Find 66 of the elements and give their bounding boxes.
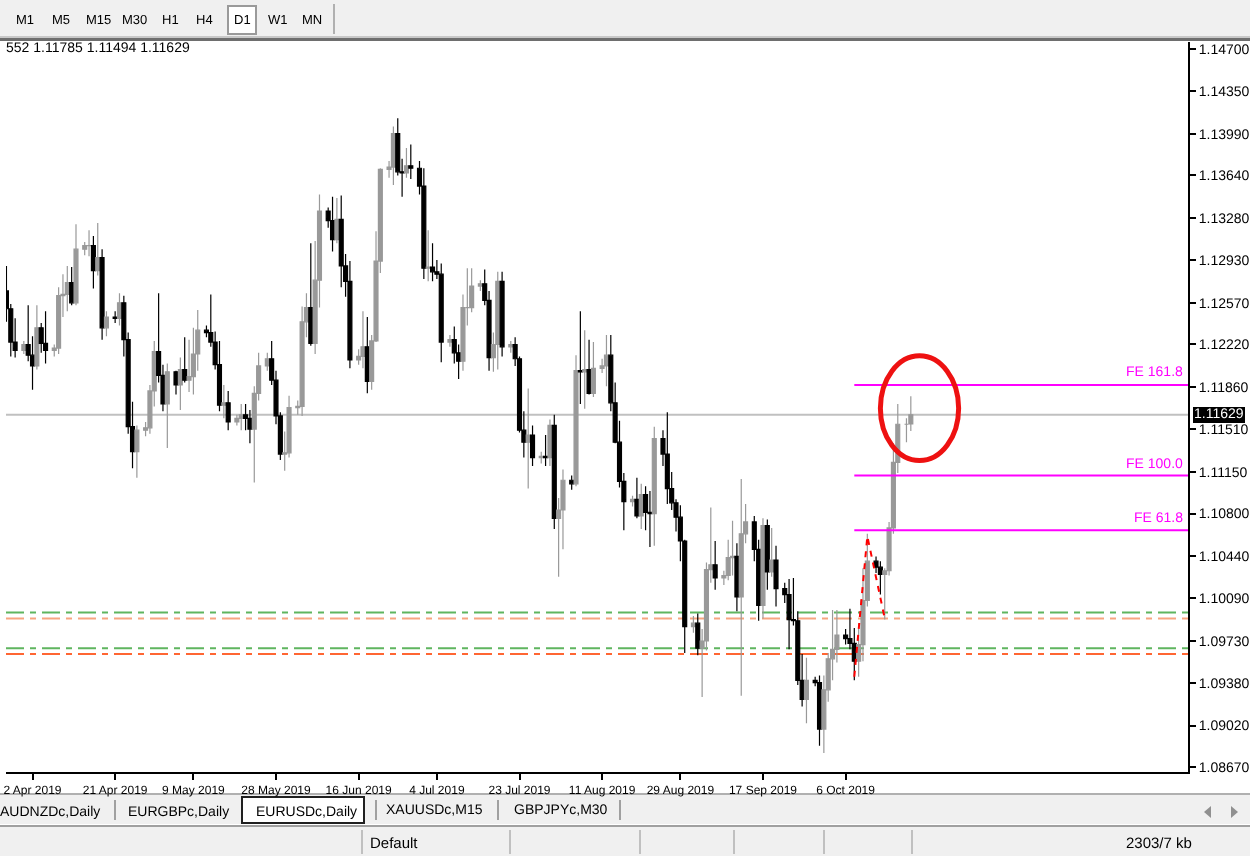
candlestick	[329, 196, 336, 253]
candlestick	[225, 390, 231, 431]
candlestick	[95, 222, 101, 276]
candlestick	[529, 424, 536, 467]
candlestick	[43, 310, 49, 365]
candlestick	[690, 615, 696, 634]
candlestick	[173, 370, 179, 396]
candlestick	[695, 613, 701, 656]
candlestick	[112, 310, 118, 324]
candlestick	[308, 242, 314, 347]
candlestick	[334, 197, 340, 244]
candlestick	[734, 542, 740, 612]
candlestick	[543, 434, 549, 467]
candlestick	[403, 147, 409, 179]
candlestick	[499, 271, 505, 357]
candlestick	[347, 260, 353, 369]
candlestick	[408, 143, 414, 180]
candlestick	[86, 229, 92, 257]
candlestick	[738, 478, 744, 697]
candlestick	[764, 518, 770, 591]
candlestick	[103, 310, 109, 337]
candlestick	[573, 354, 579, 487]
candlestick	[647, 490, 653, 548]
candlestick	[99, 248, 105, 341]
candlestick	[247, 409, 253, 444]
candlestick	[760, 517, 766, 619]
candlestick	[221, 384, 227, 419]
candlestick	[634, 477, 640, 519]
candlestick	[447, 334, 453, 348]
candlestick	[438, 262, 444, 363]
candlestick	[877, 560, 883, 596]
candlestick	[360, 310, 366, 369]
candlestick	[90, 235, 96, 290]
candlestick	[651, 426, 657, 547]
candlestick	[638, 483, 644, 530]
candlestick	[34, 304, 40, 371]
candlestick	[577, 310, 583, 405]
candlestick	[586, 339, 592, 396]
candlestick	[538, 451, 544, 465]
candlestick	[421, 167, 427, 280]
candlestick	[582, 329, 588, 410]
candlestick	[134, 424, 140, 479]
candlestick	[769, 527, 775, 578]
candlestick	[730, 520, 736, 577]
candlestick	[477, 279, 483, 292]
candlestick	[603, 334, 610, 387]
candlestick	[264, 352, 270, 372]
candlestick	[425, 229, 431, 282]
candlestick	[177, 356, 183, 411]
candlestick	[803, 657, 810, 724]
candlestick	[664, 411, 670, 505]
candlestick	[590, 341, 596, 398]
candlestick	[64, 265, 70, 312]
candlestick	[773, 545, 779, 608]
candlestick	[238, 403, 244, 431]
candlestick	[547, 418, 553, 467]
candlestick	[786, 578, 792, 650]
candlestick	[712, 540, 718, 591]
candlestick	[182, 336, 188, 384]
candlestick	[508, 340, 514, 354]
candlestick	[525, 387, 531, 490]
candlestick	[164, 362, 170, 449]
candlestick	[429, 242, 436, 282]
candlestick	[21, 340, 27, 355]
candlestick	[73, 223, 79, 306]
candlestick	[551, 414, 557, 530]
